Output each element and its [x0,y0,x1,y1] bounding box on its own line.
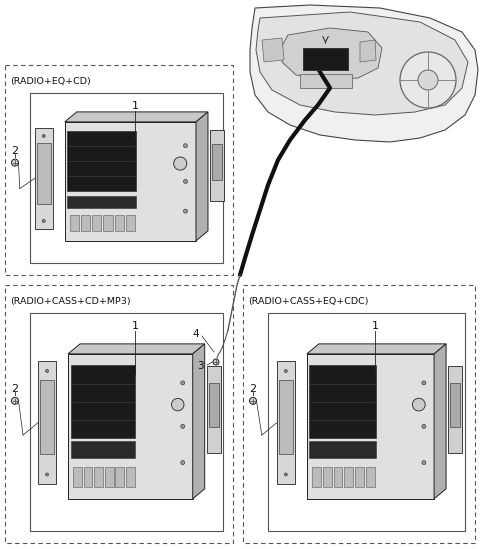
Bar [38,361,56,484]
Circle shape [183,144,188,148]
Bar [334,467,342,488]
Bar [35,128,53,229]
Circle shape [400,52,456,108]
Circle shape [418,70,438,90]
Bar [366,467,375,488]
Polygon shape [65,112,208,122]
Bar [105,467,114,488]
Bar [67,131,136,191]
Polygon shape [282,28,382,80]
Polygon shape [196,112,208,241]
Circle shape [412,398,425,411]
Polygon shape [68,354,192,499]
Bar [344,467,353,488]
Bar [84,467,92,488]
Circle shape [181,424,185,428]
Circle shape [42,220,45,222]
Bar [309,441,375,458]
Circle shape [46,369,48,372]
Bar [67,195,136,208]
Bar [277,361,295,484]
Circle shape [183,180,188,183]
Polygon shape [262,38,284,62]
Bar [355,467,364,488]
Bar [448,366,462,452]
Bar [209,383,219,427]
Polygon shape [434,344,446,499]
Bar [70,215,79,231]
Bar [92,215,101,231]
Circle shape [422,461,426,464]
Circle shape [42,135,45,137]
Text: 4: 4 [192,329,199,339]
Bar [309,366,375,438]
Circle shape [250,397,256,405]
Bar [279,379,293,453]
Text: (RADIO+EQ+CD): (RADIO+EQ+CD) [10,77,91,86]
Text: (RADIO+CASS+CD+MP3): (RADIO+CASS+CD+MP3) [10,297,131,306]
Text: (RADIO+CASS+EQ+CDC): (RADIO+CASS+EQ+CDC) [248,297,369,306]
Circle shape [181,381,185,385]
Circle shape [422,424,426,428]
Polygon shape [307,344,446,354]
Bar [268,313,465,531]
Bar [450,383,460,427]
Polygon shape [360,40,376,62]
Bar [81,215,90,231]
Bar [71,366,135,438]
Bar [40,379,54,453]
Bar [73,467,82,488]
Text: 1: 1 [132,101,139,111]
Bar [104,215,113,231]
Circle shape [284,473,288,476]
Bar [126,467,135,488]
Circle shape [284,369,288,372]
Circle shape [422,381,426,385]
Polygon shape [192,344,204,499]
Bar [300,74,352,88]
Bar [323,467,332,488]
Text: 1: 1 [372,321,379,331]
Polygon shape [307,354,434,499]
Bar [212,144,222,180]
Text: 2: 2 [250,384,257,394]
Bar [37,143,51,204]
Polygon shape [250,5,478,142]
Circle shape [46,473,48,476]
Circle shape [12,159,19,166]
Polygon shape [65,122,196,241]
Polygon shape [68,344,204,354]
Bar [126,215,135,231]
Text: 2: 2 [12,145,19,155]
Circle shape [171,399,184,411]
Bar [30,313,223,531]
Circle shape [213,359,219,365]
Polygon shape [256,12,468,115]
Circle shape [183,209,188,213]
Bar [207,366,221,452]
Circle shape [181,461,185,464]
Circle shape [12,397,19,405]
Bar [115,215,124,231]
Bar [71,441,135,458]
Circle shape [174,157,187,170]
Text: 1: 1 [132,321,139,331]
Bar [115,467,124,488]
Bar [210,130,224,201]
Bar [303,48,348,70]
Text: 2: 2 [12,384,19,394]
Bar [94,467,103,488]
Text: 3: 3 [197,361,204,371]
Bar [30,93,223,263]
Bar [312,467,321,488]
